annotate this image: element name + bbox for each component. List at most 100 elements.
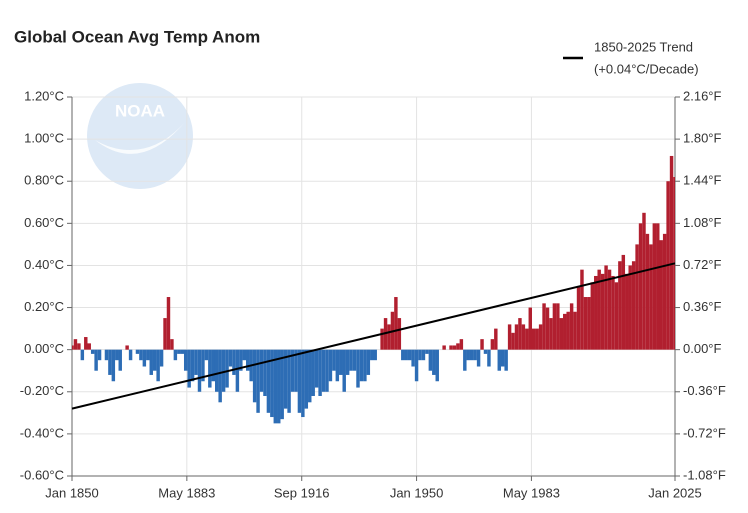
bar [487, 349, 491, 367]
bar [214, 349, 219, 392]
y-tick-label: 0.00°C [24, 341, 64, 356]
bar [166, 297, 171, 350]
bar [604, 265, 608, 350]
bar [242, 349, 247, 361]
bar [139, 349, 143, 361]
bar [621, 254, 626, 350]
bar [404, 349, 408, 361]
bar [159, 349, 164, 367]
bar [232, 349, 236, 375]
bar [77, 343, 81, 350]
bar [397, 318, 402, 350]
bar [180, 349, 184, 354]
bar [511, 332, 515, 350]
bar [318, 349, 322, 396]
bar [425, 349, 429, 354]
bar [170, 339, 174, 350]
y-tick-label: 0.80°C [24, 173, 64, 188]
bar [504, 349, 508, 371]
bar [442, 345, 446, 350]
y2-tick-label: 1.44°F [683, 173, 722, 188]
x-tick-label: Jan 2025 [648, 485, 702, 500]
bar [94, 349, 98, 371]
bar [614, 282, 619, 350]
x-tick-label: May 1883 [158, 485, 215, 500]
bar [370, 349, 374, 361]
y2-tick-label: 0.72°F [683, 257, 722, 272]
bar [125, 345, 129, 350]
bar [366, 349, 371, 375]
bar [273, 349, 278, 424]
bar [115, 349, 119, 361]
bar [321, 349, 326, 392]
bar [573, 311, 577, 350]
bar [304, 349, 309, 409]
bar [576, 286, 581, 350]
bar [635, 244, 639, 350]
bar [618, 261, 622, 350]
bar [669, 155, 674, 350]
bar [659, 240, 663, 350]
y2-tick-label: 1.08°F [683, 215, 722, 230]
bar [314, 349, 319, 388]
bar [259, 349, 264, 392]
chart-title: Global Ocean Avg Temp Anom [14, 27, 260, 46]
bar [625, 273, 629, 350]
bar [187, 349, 191, 388]
bar [90, 349, 95, 354]
bar [104, 349, 109, 361]
bar [652, 223, 657, 350]
bar [325, 349, 329, 392]
bar [549, 318, 553, 350]
bar [607, 269, 612, 350]
bar [645, 233, 650, 350]
bar [466, 349, 470, 361]
bar [473, 349, 477, 361]
bar [332, 349, 336, 371]
y-tick-label: -0.40°C [20, 425, 64, 440]
bar [297, 349, 302, 413]
bar [270, 349, 274, 418]
y2-tick-label: -1.08°F [683, 467, 726, 482]
bar [545, 307, 550, 350]
bar [525, 328, 529, 350]
bar [290, 349, 295, 392]
bar [135, 349, 140, 354]
y2-tick-label: 0.36°F [683, 299, 722, 314]
bar [228, 349, 233, 367]
x-tick-label: Jan 1950 [390, 485, 444, 500]
bar [597, 269, 601, 350]
bar [246, 349, 250, 371]
bar [456, 343, 460, 350]
logo-text: NOAA [115, 101, 165, 120]
bar [239, 349, 243, 371]
bar [566, 311, 570, 350]
bar [459, 339, 464, 350]
bar [108, 349, 112, 375]
bar [559, 318, 564, 350]
bar [118, 349, 122, 371]
bar [435, 349, 439, 382]
y-tick-label: -0.60°C [20, 467, 64, 482]
bar [656, 223, 660, 350]
y2-tick-label: 2.16°F [683, 88, 722, 103]
bar [363, 349, 367, 382]
legend-note: (+0.04°C/Decade) [594, 61, 699, 76]
trend-line [71, 262, 676, 410]
x-tick-label: Sep 1916 [274, 485, 330, 500]
bar [373, 349, 377, 361]
bar [97, 349, 102, 361]
bar [449, 345, 453, 350]
x-tick-label: May 1983 [503, 485, 560, 500]
bar [432, 349, 436, 375]
bar [197, 349, 202, 392]
bar [194, 349, 198, 375]
y2-tick-label: 0.00°F [683, 341, 722, 356]
bar [301, 349, 305, 418]
bar [80, 349, 85, 361]
bar [349, 349, 353, 371]
bar [380, 328, 384, 350]
bar [480, 339, 484, 350]
bar [263, 349, 267, 396]
